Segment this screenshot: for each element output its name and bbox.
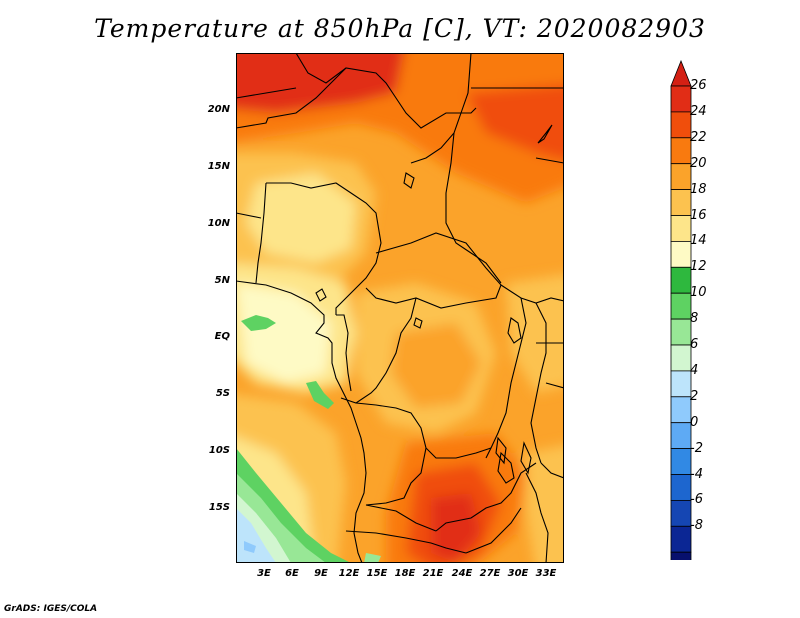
colorbar-label: 26 [690,78,707,93]
colorbar-label: 24 [690,103,707,119]
lat-label-10s: 10S [208,445,230,456]
colorbar-label: 6 [690,337,699,352]
map-title: Temperature at 850hPa [C], VT: 202008290… [94,14,706,43]
colorbar-swatch [670,163,692,190]
lon-label-27e: 27E [479,568,501,579]
colorbar [670,60,692,560]
temperature-field [236,53,564,563]
colorbar-swatch [670,266,692,294]
colorbar-label: 10 [690,285,707,301]
grads-credit: GrADS: IGES/COLA [4,604,98,614]
colorbar-label: -8 [690,518,703,534]
lat-label-5n: 5N [214,275,230,286]
colorbar-label: 0 [690,414,699,430]
colorbar-swatch [670,474,692,501]
colorbar-label: -2 [690,440,703,456]
colorbar-label: -6 [690,492,703,508]
country-borders [236,53,564,563]
colorbar-swatch [670,189,692,216]
lat-label-20n: 20N [207,104,230,115]
lon-label-6e: 6E [285,568,299,579]
map-frame [236,53,564,563]
colorbar-swatch [670,344,692,372]
lat-label-15s: 15S [208,502,230,513]
colorbar-label: 22 [690,129,707,145]
lon-label-21e: 21E [422,568,444,579]
colorbar-swatch [670,422,692,450]
lon-label-9e: 9E [314,568,328,579]
colorbar-label: 4 [690,362,699,378]
lat-label-5s: 5S [215,388,230,399]
lat-label-10n: 10N [207,218,230,229]
colorbar-label: 16 [690,207,707,223]
colorbar-swatch [670,448,692,475]
colorbar-swatch [670,499,692,527]
colorbar-over-arrow [670,60,692,87]
colorbar-swatch [670,551,692,560]
lon-label-12e: 12E [338,568,360,579]
colorbar-swatch [670,215,692,242]
colorbar-label: 20 [690,155,707,171]
lon-label-18e: 18E [394,568,416,579]
colorbar-label: -4 [690,466,703,482]
colorbar-swatch [670,396,692,424]
colorbar-swatch [670,85,692,113]
lon-label-33e: 33E [535,568,557,579]
colorbar-label: 12 [690,259,707,275]
lon-label-3e: 3E [257,568,271,579]
colorbar-label: 14 [690,233,707,249]
lon-label-15e: 15E [366,568,388,579]
colorbar-swatch [670,240,692,268]
colorbar-swatch [670,111,692,139]
colorbar-label: 18 [690,181,707,197]
colorbar-swatch [670,137,692,165]
lat-label-15n: 15N [207,161,230,172]
colorbar-swatch [670,318,692,346]
colorbar-swatch [670,370,692,398]
lon-label-24e: 24E [451,568,473,579]
temperature-map [236,53,564,563]
colorbar-swatch [670,292,692,320]
colorbar-label: 2 [690,388,699,404]
colorbar-label: 8 [690,311,699,327]
lat-label-eq: EQ [214,331,230,342]
lon-label-30e: 30E [507,568,529,579]
colorbar-swatch [670,525,692,553]
